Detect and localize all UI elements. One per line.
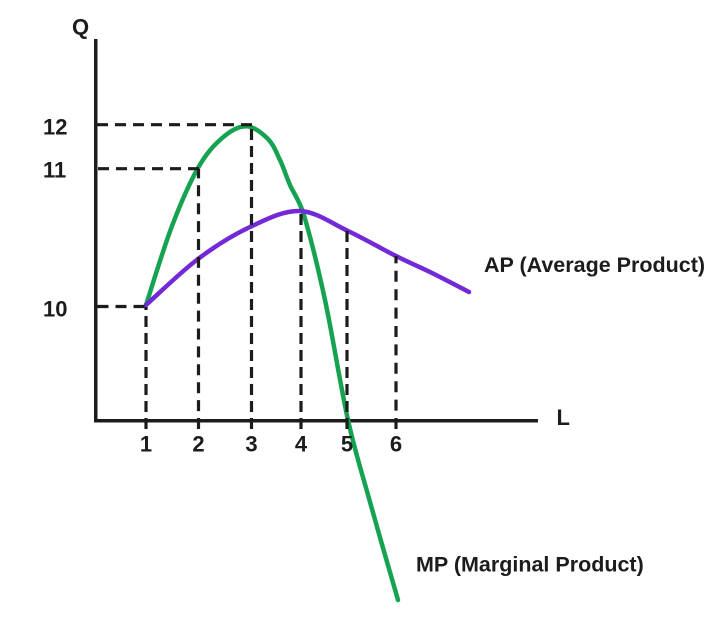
svg-text:11: 11	[43, 158, 66, 183]
svg-text:3: 3	[245, 432, 257, 457]
svg-text:AP (Average Product): AP (Average Product)	[484, 253, 705, 277]
svg-text:MP (Marginal Product): MP (Marginal Product)	[416, 553, 644, 577]
svg-text:10: 10	[43, 297, 67, 322]
svg-text:2: 2	[192, 432, 204, 457]
svg-text:4: 4	[295, 432, 308, 457]
svg-text:6: 6	[390, 432, 402, 457]
svg-text:1: 1	[140, 432, 152, 457]
svg-text:5: 5	[341, 432, 353, 457]
svg-text:L: L	[557, 405, 570, 430]
svg-text:Q: Q	[72, 15, 89, 40]
svg-text:12: 12	[43, 115, 67, 140]
